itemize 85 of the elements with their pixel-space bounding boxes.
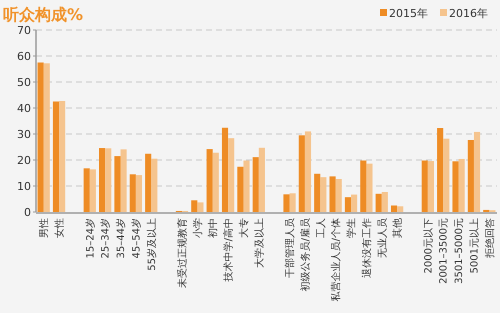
bar — [105, 148, 112, 212]
y-tick-label: 40 — [17, 102, 31, 115]
x-tick-label: 25–34岁 — [100, 218, 112, 258]
x-tick-label: 15–24岁 — [84, 218, 96, 258]
bar — [191, 200, 198, 212]
bar — [314, 174, 320, 212]
bar — [212, 152, 219, 212]
x-tick-label: 3501–5000元 — [454, 218, 466, 284]
x-tick-label: 大学及以上 — [253, 218, 266, 268]
y-tick-label: 30 — [17, 128, 31, 141]
bar — [397, 206, 404, 212]
x-tick-label: 45–54岁 — [130, 218, 142, 258]
bar — [258, 148, 265, 212]
bar — [237, 166, 244, 212]
bar — [114, 156, 121, 212]
bar — [336, 178, 342, 212]
x-tick-label: 工人 — [316, 218, 327, 238]
bar — [452, 161, 459, 212]
bar — [366, 164, 373, 212]
bar — [382, 192, 388, 212]
x-tick-label: 小学 — [192, 218, 204, 238]
bar — [52, 102, 60, 212]
bar — [443, 138, 450, 212]
x-tick-label: 大专 — [238, 218, 250, 238]
bar — [344, 197, 352, 212]
x-tick-label: 技术中学/高中 — [222, 218, 235, 282]
bar — [99, 148, 106, 212]
bar — [197, 202, 204, 212]
bar — [474, 132, 480, 212]
legend-label: 2015年 — [389, 7, 428, 20]
bar — [38, 62, 44, 212]
bar — [283, 194, 290, 212]
bar — [458, 158, 465, 212]
bar — [330, 176, 336, 212]
bar — [252, 157, 259, 212]
x-tick-label: 干部管理人员 — [284, 218, 296, 278]
x-tick-label: 初中 — [207, 218, 220, 238]
bar — [320, 177, 326, 212]
bar — [290, 193, 296, 212]
bar — [44, 63, 50, 212]
bar — [151, 158, 158, 212]
y-tick-label: 50 — [17, 76, 31, 89]
bar — [351, 194, 358, 212]
bar — [228, 138, 234, 212]
bar — [422, 160, 428, 212]
bar — [243, 160, 250, 212]
y-tick-label: 10 — [17, 180, 31, 193]
x-tick-label: 无业人员 — [376, 218, 388, 258]
x-tick-label: 退休没有工作 — [360, 218, 373, 278]
bar — [130, 174, 136, 212]
bar — [59, 100, 66, 212]
bar — [222, 128, 228, 212]
x-tick-label: 5001元以上 — [468, 218, 480, 274]
x-tick-label: 女性 — [54, 218, 66, 238]
bar — [437, 128, 444, 212]
x-tick-label: 男性 — [38, 218, 50, 238]
bar — [145, 154, 152, 212]
x-tick-label: 其他 — [392, 218, 404, 238]
x-tick-label: 未受过正规教育 — [176, 218, 188, 288]
bar — [298, 135, 305, 212]
y-tick-label: 20 — [17, 154, 31, 167]
x-tick-label: 55岁及以上 — [146, 218, 158, 271]
y-tick-label: 60 — [17, 50, 31, 63]
x-tick-label: 学生 — [346, 218, 358, 238]
x-tick-label: 私营企业人员/个体 — [330, 218, 342, 302]
x-tick-label: 2000元以下 — [422, 218, 434, 274]
bar — [360, 160, 366, 212]
chart-title: 听众构成% — [3, 5, 84, 24]
bar — [84, 168, 90, 212]
bar — [120, 149, 127, 212]
x-tick-label: 35–44岁 — [115, 218, 128, 258]
y-tick-label: 0 — [24, 206, 31, 219]
bar — [136, 175, 142, 212]
bar — [390, 206, 398, 212]
x-tick-label: 2001–3500元 — [438, 218, 450, 284]
legend-label: 2016年 — [449, 7, 488, 20]
x-tick-label: 初级公务员/雇员 — [299, 218, 312, 292]
x-tick-label: 拒绝回答 — [484, 218, 496, 259]
bar — [376, 194, 382, 212]
y-tick-label: 70 — [17, 24, 31, 37]
bar — [90, 169, 96, 212]
bar — [206, 149, 213, 212]
bar — [304, 131, 312, 212]
bar — [468, 140, 474, 212]
bar — [428, 161, 434, 212]
